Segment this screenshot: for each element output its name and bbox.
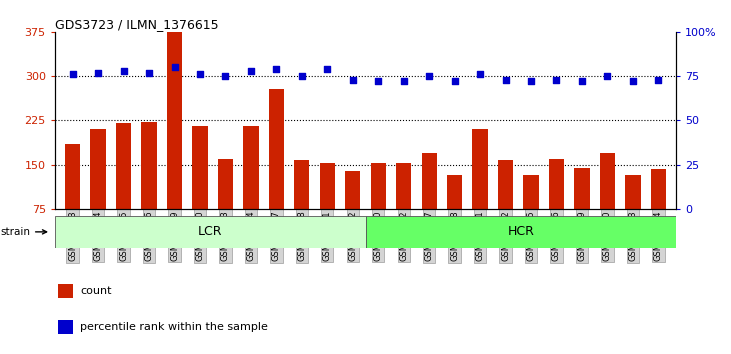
Bar xyxy=(55,216,366,248)
Text: count: count xyxy=(80,286,112,296)
Point xyxy=(372,79,384,84)
Bar xyxy=(65,144,80,253)
Point xyxy=(500,77,512,82)
Point xyxy=(576,79,588,84)
Bar xyxy=(167,32,182,253)
Bar xyxy=(319,164,335,253)
Bar xyxy=(243,126,259,253)
Point xyxy=(423,73,435,79)
Bar xyxy=(269,89,284,253)
Text: HCR: HCR xyxy=(507,225,534,238)
Bar xyxy=(549,159,564,253)
Point xyxy=(398,79,409,84)
Text: LCR: LCR xyxy=(198,225,222,238)
Bar xyxy=(472,129,488,253)
Bar xyxy=(116,123,132,253)
Point xyxy=(143,70,155,75)
Bar xyxy=(58,284,73,298)
Bar xyxy=(575,167,590,253)
Bar xyxy=(447,175,462,253)
Bar xyxy=(366,216,676,248)
Point xyxy=(602,73,613,79)
Text: GDS3723 / ILMN_1376615: GDS3723 / ILMN_1376615 xyxy=(55,18,219,31)
Bar xyxy=(58,320,73,334)
Bar xyxy=(141,122,156,253)
Text: percentile rank within the sample: percentile rank within the sample xyxy=(80,322,268,332)
Point xyxy=(92,70,104,75)
Point xyxy=(449,79,461,84)
Bar xyxy=(523,175,539,253)
Point xyxy=(347,77,359,82)
Point xyxy=(245,68,257,74)
Point xyxy=(474,72,486,77)
Bar xyxy=(651,169,666,253)
Point xyxy=(627,79,639,84)
Point xyxy=(194,72,206,77)
Point xyxy=(270,66,282,72)
Bar xyxy=(345,171,360,253)
Point xyxy=(550,77,562,82)
Bar xyxy=(498,160,513,253)
Bar xyxy=(218,159,233,253)
Point xyxy=(219,73,231,79)
Bar xyxy=(396,164,412,253)
Point xyxy=(653,77,664,82)
Point xyxy=(169,64,181,70)
Bar xyxy=(371,163,386,253)
Point xyxy=(525,79,537,84)
Point xyxy=(296,73,308,79)
Point xyxy=(118,68,129,74)
Bar xyxy=(422,153,437,253)
Bar xyxy=(625,175,640,253)
Point xyxy=(322,66,333,72)
Bar xyxy=(599,153,615,253)
Point xyxy=(67,72,78,77)
Text: strain: strain xyxy=(0,227,47,237)
Bar xyxy=(294,160,309,253)
Bar xyxy=(192,126,208,253)
Bar xyxy=(91,129,106,253)
